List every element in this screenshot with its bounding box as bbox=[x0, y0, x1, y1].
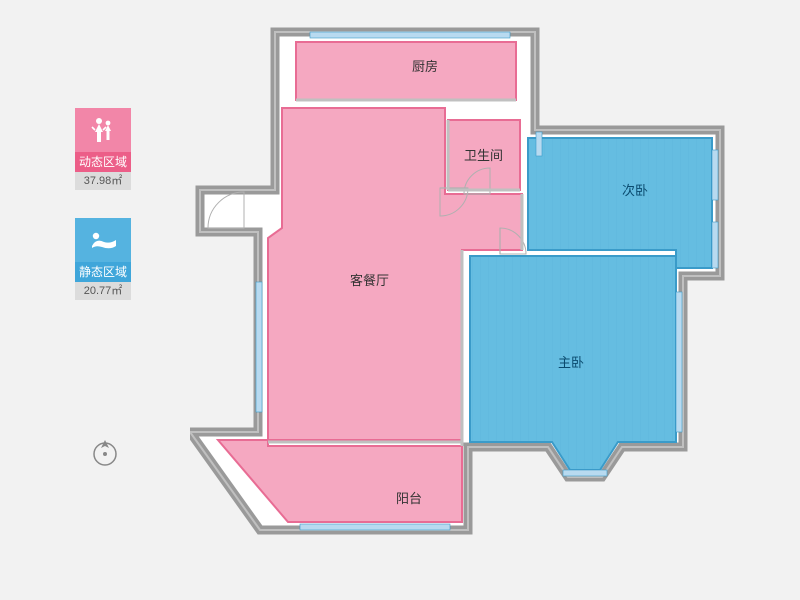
label-kitchen: 厨房 bbox=[412, 56, 438, 75]
label-living: 客餐厅 bbox=[350, 270, 389, 289]
legend-dynamic-value: 37.98㎡ bbox=[75, 172, 131, 190]
label-bathroom: 卫生间 bbox=[464, 145, 503, 164]
legend-panel: 动态区域 37.98㎡ 静态区域 20.77㎡ bbox=[75, 108, 131, 328]
legend-dynamic-label: 动态区域 bbox=[75, 152, 131, 172]
static-zone-icon bbox=[75, 218, 131, 262]
floor-plan bbox=[190, 22, 780, 582]
compass-icon bbox=[90, 438, 120, 473]
dynamic-zone-icon bbox=[75, 108, 131, 152]
legend-static-label: 静态区域 bbox=[75, 262, 131, 282]
label-balcony: 阳台 bbox=[396, 488, 422, 507]
legend-static-value: 20.77㎡ bbox=[75, 282, 131, 300]
legend-dynamic: 动态区域 37.98㎡ bbox=[75, 108, 131, 190]
label-bed1: 主卧 bbox=[558, 352, 584, 371]
label-bed2: 次卧 bbox=[622, 180, 648, 199]
legend-static: 静态区域 20.77㎡ bbox=[75, 218, 131, 300]
